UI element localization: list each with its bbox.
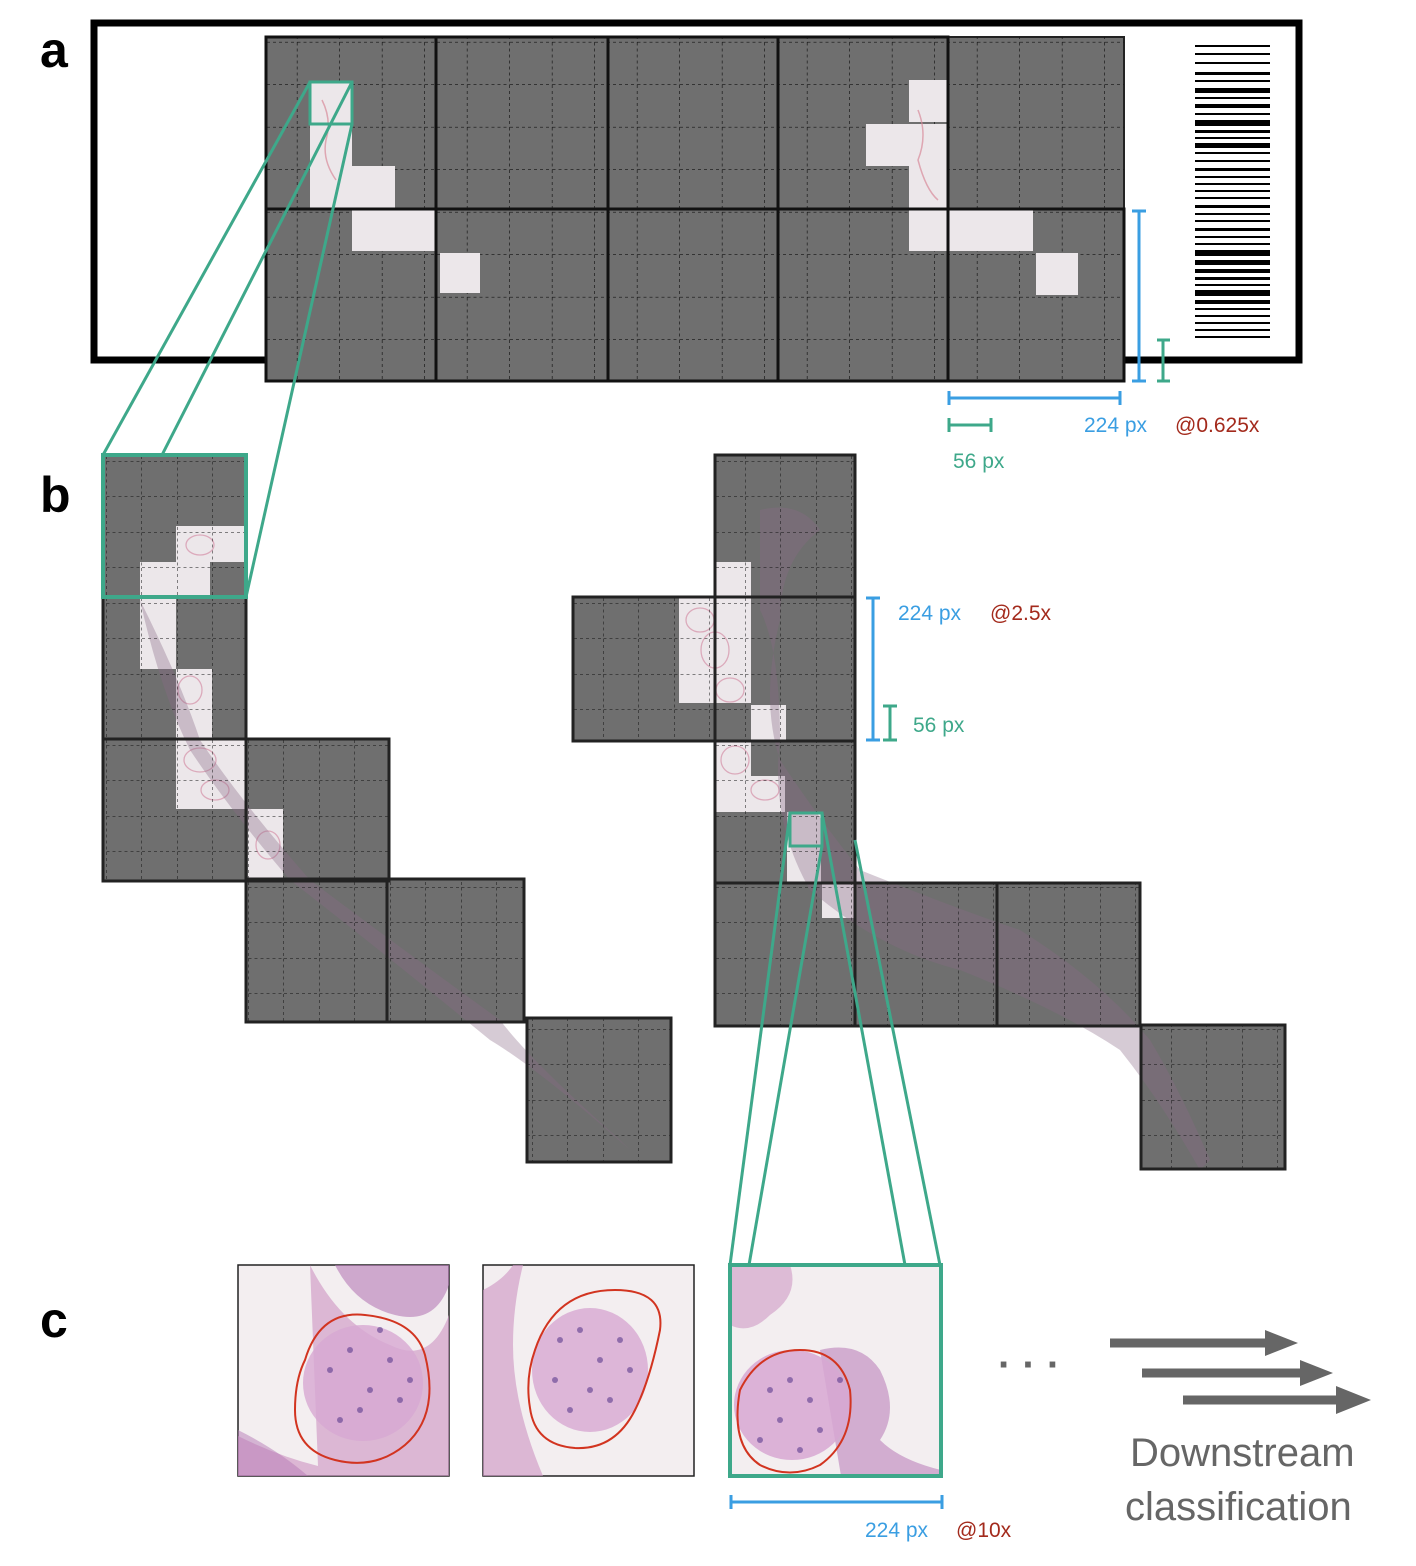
scale-label-56px-b: 56 px bbox=[913, 714, 965, 737]
scale-bars-b bbox=[866, 596, 897, 742]
scale-label-224px-b: 224 px bbox=[898, 602, 962, 625]
tissue-patches-overview bbox=[310, 80, 1078, 295]
magnification-label-a: @0.625x bbox=[1175, 414, 1260, 437]
downstream-arrows bbox=[1110, 1338, 1345, 1405]
tissue-marks-overview bbox=[321, 99, 939, 201]
scale-label-224px-c: 224 px bbox=[865, 1519, 929, 1542]
panel-label-b: b bbox=[40, 467, 71, 523]
downstream-label-line2: classification bbox=[1125, 1485, 1352, 1529]
slide-overview: 224 px @0.625x 56 px bbox=[90, 19, 1303, 473]
scale-bar-c bbox=[729, 1495, 944, 1509]
panel-label-c: c bbox=[40, 1292, 68, 1348]
zoom-lines-a-to-b bbox=[101, 80, 354, 598]
zoom-lines-b-to-c bbox=[728, 812, 942, 1266]
magnification-label-c: @10x bbox=[956, 1519, 1012, 1542]
scale-label-224px-a: 224 px bbox=[1084, 414, 1148, 437]
scale-label-56px-a: 56 px bbox=[953, 450, 1005, 473]
zoom-highlight-b-right bbox=[788, 811, 824, 848]
scale-bars-a bbox=[947, 209, 1170, 432]
magnification-label-b: @2.5x bbox=[990, 602, 1052, 625]
downstream-label-line1: Downstream bbox=[1130, 1431, 1355, 1475]
ellipsis: · · · bbox=[998, 1343, 1060, 1387]
glomerulus-patch-3 bbox=[728, 1263, 943, 1478]
glomerulus-patch-1 bbox=[237, 1264, 450, 1477]
zoom-highlight-b-left bbox=[101, 453, 248, 599]
glomerulus-patch-2 bbox=[482, 1264, 695, 1477]
barcode bbox=[1195, 45, 1270, 338]
tile-blocks-left bbox=[101, 453, 673, 1164]
panel-label-a: a bbox=[40, 22, 69, 78]
downstream-arrowheads bbox=[1265, 1330, 1371, 1414]
block-borders-overview bbox=[264, 35, 1126, 383]
tile-blocks-right bbox=[571, 453, 1287, 1171]
